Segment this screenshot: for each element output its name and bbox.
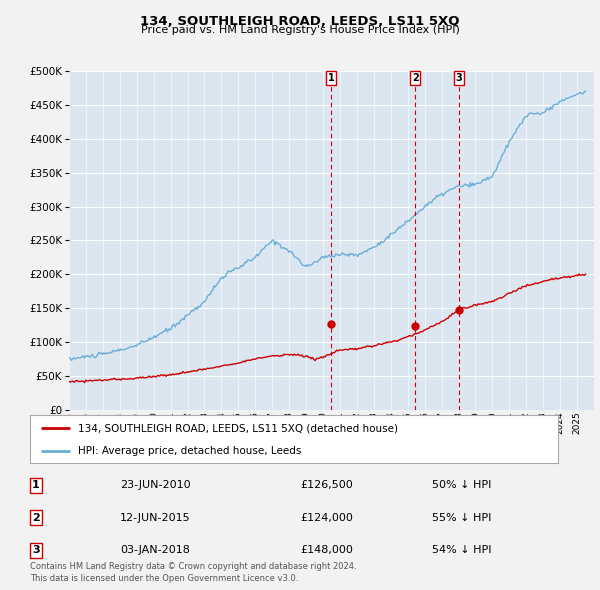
Text: 3: 3 bbox=[32, 545, 40, 555]
Text: 54% ↓ HPI: 54% ↓ HPI bbox=[432, 545, 491, 555]
Text: 12-JUN-2015: 12-JUN-2015 bbox=[120, 513, 191, 523]
Text: 1: 1 bbox=[32, 480, 40, 490]
Text: 134, SOUTHLEIGH ROAD, LEEDS, LS11 5XQ (detached house): 134, SOUTHLEIGH ROAD, LEEDS, LS11 5XQ (d… bbox=[77, 423, 398, 433]
Text: 3: 3 bbox=[455, 73, 462, 83]
Text: £148,000: £148,000 bbox=[300, 545, 353, 555]
Text: £126,500: £126,500 bbox=[300, 480, 353, 490]
Text: 2: 2 bbox=[412, 73, 419, 83]
Text: Contains HM Land Registry data © Crown copyright and database right 2024.
This d: Contains HM Land Registry data © Crown c… bbox=[30, 562, 356, 583]
Text: HPI: Average price, detached house, Leeds: HPI: Average price, detached house, Leed… bbox=[77, 446, 301, 456]
Text: Price paid vs. HM Land Registry's House Price Index (HPI): Price paid vs. HM Land Registry's House … bbox=[140, 25, 460, 35]
Text: 1: 1 bbox=[328, 73, 334, 83]
Text: 03-JAN-2018: 03-JAN-2018 bbox=[120, 545, 190, 555]
Text: £124,000: £124,000 bbox=[300, 513, 353, 523]
Text: 2: 2 bbox=[32, 513, 40, 523]
Text: 23-JUN-2010: 23-JUN-2010 bbox=[120, 480, 191, 490]
Text: 134, SOUTHLEIGH ROAD, LEEDS, LS11 5XQ: 134, SOUTHLEIGH ROAD, LEEDS, LS11 5XQ bbox=[140, 15, 460, 28]
Text: 50% ↓ HPI: 50% ↓ HPI bbox=[432, 480, 491, 490]
Text: 55% ↓ HPI: 55% ↓ HPI bbox=[432, 513, 491, 523]
